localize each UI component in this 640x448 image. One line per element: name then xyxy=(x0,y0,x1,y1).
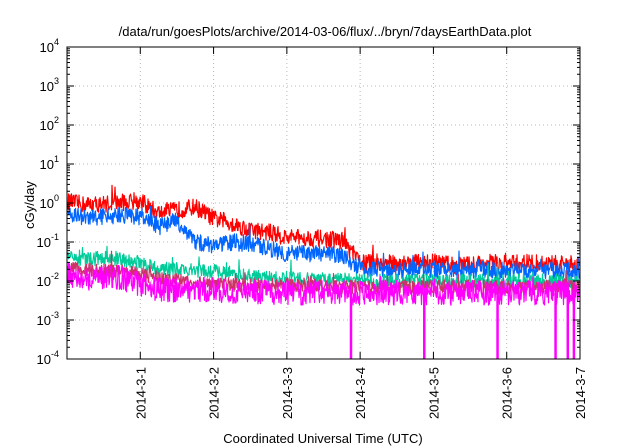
y-tick-label: 100 xyxy=(40,193,59,211)
x-axis-label: Coordinated Universal Time (UTC) xyxy=(223,431,422,446)
y-tick-mantissa: 10 xyxy=(40,196,54,211)
y-tick-exponent: 1 xyxy=(54,154,59,164)
y-tick-exponent: 3 xyxy=(54,76,59,86)
series-layer xyxy=(67,184,580,359)
x-tick-label: 2014-3-2 xyxy=(207,367,222,419)
x-tick-label: 2014-3-6 xyxy=(500,367,515,419)
y-tick-mantissa: 10 xyxy=(37,313,51,328)
x-tick-label: 2014-3-5 xyxy=(426,367,441,419)
series-line-5 xyxy=(67,262,580,306)
chart-title: /data/run/goesPlots/archive/2014-03-06/f… xyxy=(119,24,532,39)
y-tick-label: 10-4 xyxy=(37,349,59,367)
y-tick-exponent: -3 xyxy=(51,310,59,320)
series-line-2 xyxy=(67,205,580,281)
y-tick-mantissa: 10 xyxy=(40,157,54,172)
y-tick-label: 10-2 xyxy=(37,271,59,289)
x-tick-label: 2014-3-4 xyxy=(353,367,368,419)
y-axis-label: cGy/day xyxy=(22,181,37,229)
y-tick-label: 101 xyxy=(40,154,59,172)
y-tick-exponent: -4 xyxy=(51,349,59,359)
y-tick-mantissa: 10 xyxy=(37,274,51,289)
grid xyxy=(67,47,580,359)
y-tick-label: 102 xyxy=(40,115,59,133)
x-tick-label: 2014-3-1 xyxy=(133,367,148,419)
y-tick-exponent: -2 xyxy=(51,271,59,281)
y-tick-label: 10-3 xyxy=(37,310,59,328)
y-tick-exponent: -1 xyxy=(51,232,59,242)
y-tick-mantissa: 10 xyxy=(37,352,51,367)
y-tick-mantissa: 10 xyxy=(37,235,51,250)
y-tick-mantissa: 10 xyxy=(40,40,54,55)
y-tick-label: 10-1 xyxy=(37,232,59,250)
x-tick-label: 2014-3-3 xyxy=(280,367,295,419)
y-tick-label: 104 xyxy=(40,37,59,55)
series-line-1 xyxy=(67,184,580,275)
x-tick-label: 2014-3-7 xyxy=(573,367,588,419)
y-tick-mantissa: 10 xyxy=(40,118,54,133)
y-tick-mantissa: 10 xyxy=(40,79,54,94)
y-tick-label: 103 xyxy=(40,76,59,94)
y-tick-exponent: 2 xyxy=(54,115,59,125)
y-tick-exponent: 4 xyxy=(54,37,59,47)
y-tick-exponent: 0 xyxy=(54,193,59,203)
